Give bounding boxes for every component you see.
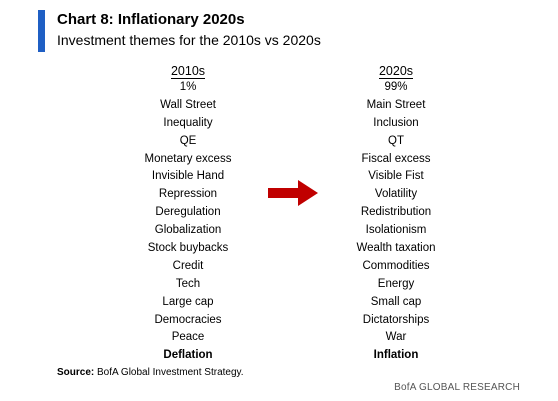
theme-item: Deregulation	[155, 206, 221, 219]
theme-item: Globalization	[154, 224, 222, 237]
column-header-2010s: 2010s	[170, 64, 206, 79]
brand-footer: BofA GLOBAL RESEARCH	[394, 382, 520, 393]
theme-item: Commodities	[362, 259, 430, 272]
arrow-shape	[268, 180, 318, 206]
accent-bar	[38, 10, 45, 52]
theme-item: Volatility	[374, 188, 418, 201]
theme-item: 1%	[179, 81, 197, 93]
theme-item: Tech	[175, 277, 201, 290]
theme-item: Large cap	[162, 295, 214, 308]
column-2020s: 2020s 99% Main Street Inclusion QT Fisca…	[321, 64, 471, 365]
theme-item: Peace	[171, 331, 205, 344]
theme-item: Dictatorships	[362, 313, 430, 326]
theme-item: Energy	[377, 277, 415, 290]
source-label: Source:	[57, 367, 95, 378]
theme-item: Inequality	[163, 116, 213, 129]
theme-item: Wall Street	[160, 98, 216, 111]
chart-subtitle: Investment themes for the 2010s vs 2020s	[57, 32, 321, 48]
theme-item: Repression	[158, 188, 218, 201]
column-2010s: 2010s 1% Wall Street Inequality QE Monet…	[113, 64, 263, 365]
theme-item: Main Street	[366, 98, 426, 111]
theme-item: Small cap	[370, 295, 422, 308]
column-header-2020s: 2020s	[378, 64, 414, 79]
theme-item: Inclusion	[373, 116, 419, 129]
theme-item: Stock buybacks	[147, 242, 229, 255]
theme-item: War	[385, 331, 407, 344]
theme-item: Visible Fist	[368, 170, 424, 183]
theme-item: Redistribution	[360, 206, 432, 219]
theme-item-final: Inflation	[373, 349, 419, 362]
theme-item: Credit	[172, 259, 204, 272]
theme-item: Democracies	[154, 313, 222, 326]
source-text: BofA Global Investment Strategy.	[97, 367, 244, 378]
theme-item-final: Deflation	[163, 349, 213, 362]
theme-item: 99%	[384, 81, 408, 93]
theme-item: Monetary excess	[144, 152, 232, 165]
theme-item: Isolationism	[365, 224, 427, 237]
theme-item: QE	[179, 134, 197, 147]
theme-item: Invisible Hand	[151, 170, 225, 183]
theme-item: QT	[388, 134, 404, 147]
theme-item: Fiscal excess	[361, 152, 431, 165]
right-arrow-icon	[268, 180, 318, 206]
source-note: Source: BofA Global Investment Strategy.	[57, 366, 244, 379]
theme-item: Wealth taxation	[356, 242, 436, 255]
chart-title: Chart 8: Inflationary 2020s	[57, 11, 245, 28]
